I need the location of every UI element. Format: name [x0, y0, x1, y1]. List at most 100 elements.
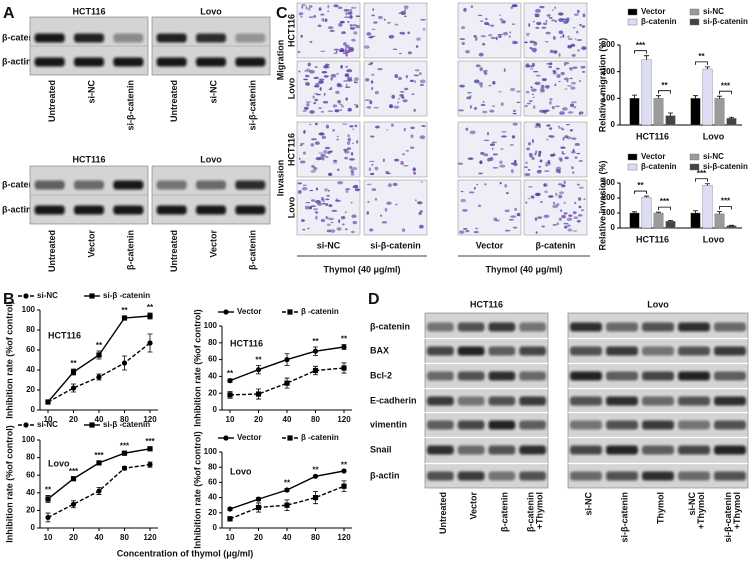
x-tick-label: Lovo — [703, 131, 725, 141]
x-tick-label: 120 — [337, 415, 351, 424]
stained-cell — [533, 70, 539, 73]
stained-cell — [563, 61, 570, 65]
row-label: Snail — [370, 444, 392, 454]
blot-band — [457, 420, 485, 430]
blot-band — [678, 371, 710, 381]
y-axis-label: Inhibition rate (%of control) — [4, 301, 14, 419]
stained-cell — [381, 221, 388, 224]
x-tick-label: 80 — [311, 415, 320, 424]
stained-cell — [569, 129, 573, 132]
stained-cell — [345, 86, 351, 89]
significance-label: ** — [312, 337, 319, 346]
series-line — [229, 367, 345, 396]
significance-label: *** — [721, 81, 731, 90]
stained-cell — [562, 137, 565, 141]
legend-marker — [89, 422, 95, 428]
stained-cell — [370, 135, 375, 138]
stained-cell — [576, 39, 583, 41]
series-line — [229, 485, 345, 520]
significance-label: *** — [120, 442, 130, 451]
stained-cell — [310, 205, 316, 208]
stained-cell — [534, 126, 538, 128]
stained-cell — [552, 152, 555, 155]
lane-label: Vector — [86, 230, 96, 258]
stained-cell — [549, 100, 552, 105]
blot-band — [519, 420, 546, 430]
stained-cell — [578, 160, 583, 162]
stained-cell — [313, 207, 318, 211]
stained-cell — [339, 109, 343, 111]
stained-cell — [573, 13, 579, 16]
stained-cell — [554, 20, 557, 23]
data-point — [255, 391, 262, 397]
stained-cell — [457, 162, 464, 165]
error-bar — [632, 211, 637, 213]
lane-label: β-catenin — [248, 230, 258, 270]
stained-cell — [366, 211, 370, 215]
stained-cell — [582, 13, 586, 18]
stained-cell — [354, 6, 357, 9]
stained-cell — [573, 106, 577, 109]
stained-cell — [542, 22, 548, 26]
stained-cell — [401, 228, 406, 233]
stained-cell — [475, 64, 481, 68]
group-label: Migration — [275, 40, 285, 81]
data-point — [284, 380, 290, 386]
blot-band — [678, 445, 710, 455]
stained-cell — [335, 50, 338, 54]
significance-label: ** — [96, 341, 103, 350]
stained-cell — [345, 83, 348, 88]
y-tick-label: 0 — [31, 405, 36, 414]
blot-band — [113, 180, 144, 190]
stained-cell — [328, 150, 333, 153]
stained-cell — [355, 24, 360, 29]
stained-cell — [543, 183, 548, 187]
blot-band — [606, 445, 638, 455]
x-tick-label: 10 — [226, 415, 235, 424]
legend-marker — [287, 309, 293, 315]
stained-cell — [353, 31, 358, 35]
stained-cell — [574, 156, 578, 159]
micrograph — [457, 2, 522, 59]
stained-cell — [387, 183, 392, 188]
bar — [629, 98, 640, 126]
stained-cell — [541, 225, 545, 228]
y-tick-label: 100 — [22, 305, 36, 314]
comparison-bracket — [634, 190, 647, 195]
stained-cell — [563, 222, 569, 225]
x-tick-label: 120 — [337, 533, 351, 542]
stained-cell — [340, 64, 343, 69]
lane-label: Vector — [208, 230, 218, 258]
stained-cell — [344, 156, 349, 160]
stained-cell — [513, 159, 517, 164]
data-point — [147, 340, 153, 346]
stained-cell — [321, 157, 325, 161]
stained-cell — [299, 144, 303, 147]
blot-band — [678, 471, 710, 481]
data-point — [312, 367, 319, 374]
stained-cell — [563, 180, 566, 184]
stained-cell — [385, 171, 389, 174]
stained-cell — [324, 188, 328, 192]
stained-cell — [531, 47, 538, 52]
stained-cell — [469, 105, 472, 109]
data-point — [284, 502, 290, 508]
error-bar — [656, 95, 661, 99]
cell-title: HCT116 — [72, 154, 105, 164]
stained-cell — [326, 216, 329, 220]
stained-cell — [343, 9, 350, 12]
stained-cell — [383, 18, 386, 21]
stained-cell — [544, 190, 548, 194]
stained-cell — [314, 98, 319, 102]
data-point — [147, 446, 153, 452]
stained-cell — [483, 139, 490, 142]
bar — [702, 68, 713, 126]
stained-cell — [505, 191, 509, 195]
lane-label: β-catenin — [526, 492, 536, 532]
stained-cell — [539, 5, 545, 9]
stained-cell — [370, 80, 374, 84]
stained-cell — [344, 50, 351, 54]
lane-label: Untreated — [47, 230, 57, 272]
data-point — [70, 385, 77, 391]
y-tick-label: 0 — [213, 523, 218, 532]
